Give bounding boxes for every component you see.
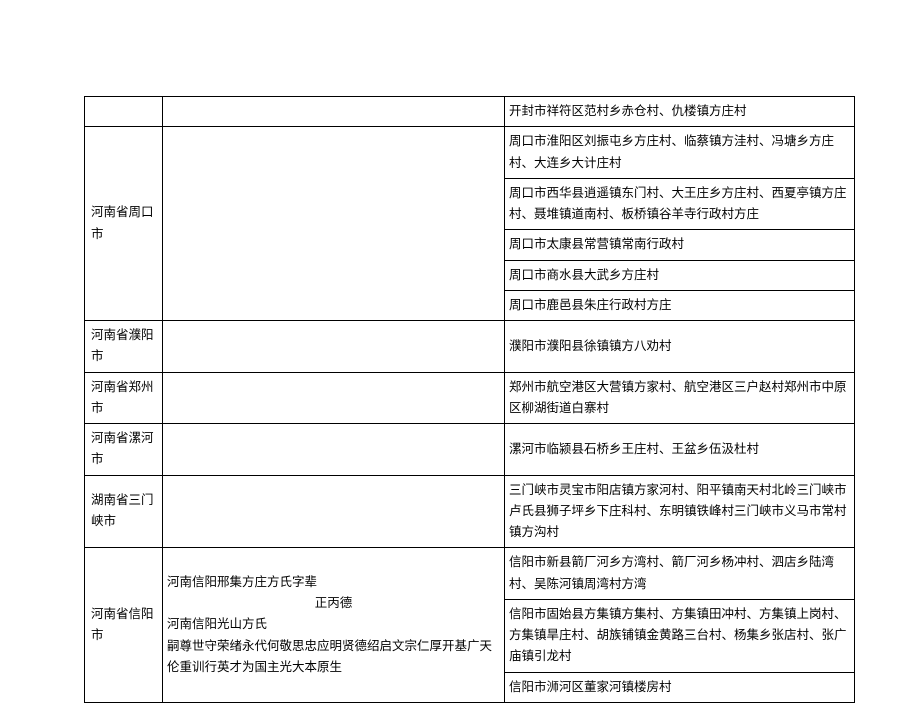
genealogy-line: 河南信阳光山方氏 bbox=[167, 614, 500, 635]
region-cell: 河南省郑州市 bbox=[85, 372, 163, 424]
villages-cell: 郑州市航空港区大营镇方家村、航空港区三户赵村郑州市中原区柳湖街道白寨村 bbox=[505, 372, 855, 424]
genealogy-cell bbox=[163, 372, 505, 424]
villages-cell: 三门峡市灵宝市阳店镇方家河村、阳平镇南天村北岭三门峡市卢氏县狮子坪乡下庄科村、东… bbox=[505, 475, 855, 548]
villages-cell: 濮阳市濮阳县徐镇镇方八劝村 bbox=[505, 321, 855, 373]
villages-cell: 周口市西华县逍遥镇东门村、大王庄乡方庄村、西夏亭镇方庄村、聂堆镇道南村、板桥镇谷… bbox=[505, 178, 855, 230]
table-row: 河南省漯河市 漯河市临颍县石桥乡王庄村、王盆乡伍汲杜村 bbox=[85, 424, 855, 476]
villages-cell: 周口市太康县常营镇常南行政村 bbox=[505, 230, 855, 260]
region-text: 河南省信阳市 bbox=[91, 607, 154, 642]
village-line: 周口市西华县逍遥镇东门村、大王庄乡方庄村、西夏亭镇方庄村、聂堆镇道南村、板桥镇谷… bbox=[509, 186, 847, 221]
village-line: 信阳市新县箭厂河乡方湾村、箭厂河乡杨冲村、泗店乡陆湾村、吴陈河镇周湾村方湾 bbox=[509, 555, 834, 590]
page: 开封市祥符区范村乡赤仓村、仇楼镇方庄村 河南省周口市 周口市淮阳区刘振屯乡方庄村… bbox=[0, 0, 920, 651]
villages-cell: 漯河市临颍县石桥乡王庄村、王盆乡伍汲杜村 bbox=[505, 424, 855, 476]
village-line: 周口市太康县常营镇常南行政村 bbox=[509, 237, 684, 251]
villages-cell: 周口市淮阳区刘振屯乡方庄村、临蔡镇方洼村、冯塘乡方庄村、大连乡大计庄村 bbox=[505, 127, 855, 179]
region-cell: 河南省漯河市 bbox=[85, 424, 163, 476]
table-row: 河南省濮阳市 濮阳市濮阳县徐镇镇方八劝村 bbox=[85, 321, 855, 373]
region-cell: 河南省濮阳市 bbox=[85, 321, 163, 373]
region-text: 湖南省三门峡市 bbox=[91, 493, 154, 528]
genealogy-cell bbox=[163, 127, 505, 321]
region-cell: 河南省信阳市 bbox=[85, 548, 163, 703]
village-line: 郑州市航空港区大营镇方家村、航空港区三户赵村郑州市中原区柳湖街道白寨村 bbox=[509, 380, 847, 415]
village-line: 周口市淮阳区刘振屯乡方庄村、临蔡镇方洼村、冯塘乡方庄村、大连乡大计庄村 bbox=[509, 134, 834, 169]
region-cell: 湖南省三门峡市 bbox=[85, 475, 163, 548]
genealogy-cell bbox=[163, 97, 505, 127]
region-text: 河南省濮阳市 bbox=[91, 328, 154, 363]
table-row: 河南省郑州市 郑州市航空港区大营镇方家村、航空港区三户赵村郑州市中原区柳湖街道白… bbox=[85, 372, 855, 424]
village-line: 周口市鹿邑县朱庄行政村方庄 bbox=[509, 298, 672, 312]
genealogy-line: 正丙德 bbox=[167, 593, 500, 614]
genealogy-cell bbox=[163, 475, 505, 548]
table-row: 开封市祥符区范村乡赤仓村、仇楼镇方庄村 bbox=[85, 97, 855, 127]
genealogy-cell bbox=[163, 424, 505, 476]
table-row: 河南省信阳市 河南信阳邢集方庄方氏字辈 正丙德 河南信阳光山方氏 嗣尊世守荣绪永… bbox=[85, 548, 855, 600]
village-line: 三门峡市灵宝市阳店镇方家河村、阳平镇南天村北岭三门峡市卢氏县狮子坪乡下庄科村、东… bbox=[509, 483, 847, 540]
villages-cell: 开封市祥符区范村乡赤仓村、仇楼镇方庄村 bbox=[505, 97, 855, 127]
villages-cell: 信阳市固始县方集镇方集村、方集镇田冲村、方集镇上岗村、方集镇旱庄村、胡族铺镇金黄… bbox=[505, 599, 855, 672]
village-line: 周口市商水县大武乡方庄村 bbox=[509, 268, 659, 282]
region-text: 河南省漯河市 bbox=[91, 431, 154, 466]
table-row: 湖南省三门峡市 三门峡市灵宝市阳店镇方家河村、阳平镇南天村北岭三门峡市卢氏县狮子… bbox=[85, 475, 855, 548]
villages-cell: 周口市鹿邑县朱庄行政村方庄 bbox=[505, 290, 855, 320]
village-line: 濮阳市濮阳县徐镇镇方八劝村 bbox=[509, 339, 672, 353]
table-row: 河南省周口市 周口市淮阳区刘振屯乡方庄村、临蔡镇方洼村、冯塘乡方庄村、大连乡大计… bbox=[85, 127, 855, 179]
genealogy-cell: 河南信阳邢集方庄方氏字辈 正丙德 河南信阳光山方氏 嗣尊世守荣绪永代何敬思忠应明… bbox=[163, 548, 505, 703]
villages-cell: 信阳市新县箭厂河乡方湾村、箭厂河乡杨冲村、泗店乡陆湾村、吴陈河镇周湾村方湾 bbox=[505, 548, 855, 600]
region-cell bbox=[85, 97, 163, 127]
village-line: 信阳市固始县方集镇方集村、方集镇田冲村、方集镇上岗村、方集镇旱庄村、胡族铺镇金黄… bbox=[509, 607, 847, 664]
genealogy-cell bbox=[163, 321, 505, 373]
villages-cell: 信阳市浉河区董家河镇楼房村 bbox=[505, 672, 855, 702]
genealogy-line: 河南信阳邢集方庄方氏字辈 bbox=[167, 572, 500, 593]
region-text: 河南省周口市 bbox=[91, 205, 154, 240]
region-cell: 河南省周口市 bbox=[85, 127, 163, 321]
genealogy-line: 嗣尊世守荣绪永代何敬思忠应明贤德绍启文宗仁厚开基广天伦重训行英才为国主光大本原生 bbox=[167, 636, 500, 679]
village-line: 漯河市临颍县石桥乡王庄村、王盆乡伍汲杜村 bbox=[509, 442, 759, 456]
region-text: 河南省郑州市 bbox=[91, 380, 154, 415]
genealogy-table: 开封市祥符区范村乡赤仓村、仇楼镇方庄村 河南省周口市 周口市淮阳区刘振屯乡方庄村… bbox=[84, 96, 855, 703]
villages-cell: 周口市商水县大武乡方庄村 bbox=[505, 260, 855, 290]
village-line: 开封市祥符区范村乡赤仓村、仇楼镇方庄村 bbox=[509, 104, 747, 118]
village-line: 信阳市浉河区董家河镇楼房村 bbox=[509, 680, 672, 694]
